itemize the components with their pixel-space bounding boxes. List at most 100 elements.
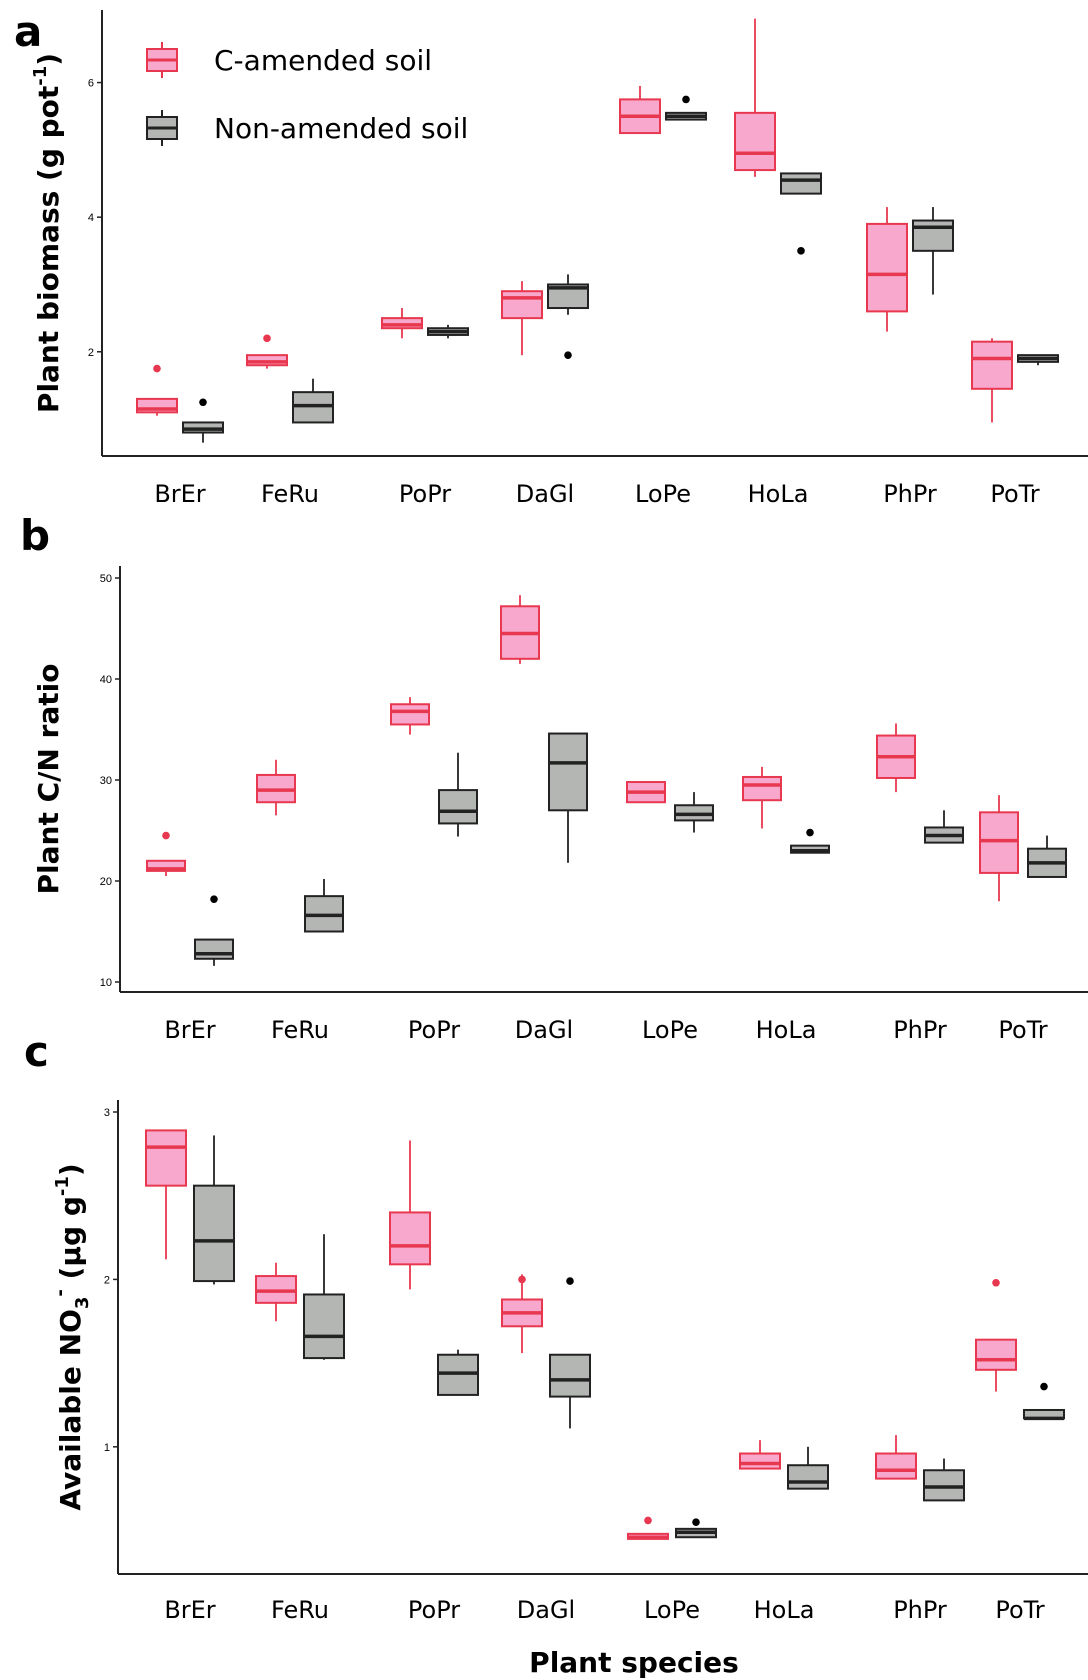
category-label: PhPr [893,1016,947,1044]
panel-letter: c [24,1027,49,1076]
box-body [875,1452,917,1480]
box-body [438,789,478,825]
panel-letter: a [14,7,42,56]
category-label: FeRu [271,1596,329,1624]
box-non-amended [665,95,707,121]
category-label: PhPr [883,480,937,508]
box-c-amended [381,308,423,339]
box-c-amended [875,1435,917,1480]
category-label: LoPe [642,1016,698,1044]
y-tick-label: 20 [100,876,112,888]
category-label: DaGl [515,1016,573,1044]
category-label: LoPe [644,1596,700,1624]
category-label: HoLa [748,480,809,508]
outlier-point [992,1278,1000,1287]
box-c-amended [246,334,288,369]
outlier-point [566,1277,574,1285]
box-non-amended [292,378,334,424]
box-c-amended [876,723,916,793]
y-axis-title: Plant C/N ratio [32,664,65,895]
box-c-amended [256,759,296,816]
box-body [548,732,588,812]
y-axis-title-paren: ) [54,1163,87,1176]
panel-a: a 2 4 6 Plant biomass (g pot-1) BrEr FeRu PoPr D… [14,7,1088,508]
y-tick-label: 6 [88,78,94,90]
box-body [389,1211,431,1266]
box-body [549,1353,591,1398]
box-body [734,111,776,172]
category-label: BrEr [164,1016,215,1044]
box-non-amended [675,1518,717,1539]
box-c-amended [866,207,908,332]
box-body [787,1464,829,1490]
outlier-point [263,334,271,343]
box-c-amended [742,766,782,829]
box-c-amended [627,1516,669,1540]
y-axis-title-text: Available NO [54,1309,87,1511]
y-tick-label: 3 [104,1107,110,1119]
panel-b: b 10 20 30 40 50 Plant C/N ratio BrEr FeRu PoPr Da… [20,511,1088,1044]
box-c-amended [619,85,661,135]
panel-letter: b [20,511,50,560]
box-body [866,222,908,313]
outlier-point [518,1275,526,1284]
box-c-amended [971,338,1013,423]
outlier-point [797,247,805,255]
y-axis-title-text: Plant C/N ratio [32,664,65,895]
box-non-amended [303,1234,345,1360]
box-c-amended [501,1274,543,1354]
y-axis-title: Available NO3- (µg g-1) [50,1163,93,1510]
category-label: PoTr [990,480,1039,508]
box-non-amended [1027,835,1067,878]
category-label: DaGl [516,480,574,508]
y-tick-label: 40 [100,674,112,686]
outlier-point [162,831,170,840]
box-body [547,283,589,310]
box-c-amended [389,1140,431,1290]
box-non-amended [790,828,830,854]
box-non-amended [787,1446,829,1490]
box-non-amended [547,274,589,359]
box-body [975,1338,1017,1371]
box-non-amended [193,1135,235,1285]
box-non-amended [437,1349,479,1396]
legend-label: Non-amended soil [214,112,468,145]
category-label: PoPr [408,1596,460,1624]
y-tick-label: 2 [104,1274,110,1286]
box-c-amended [390,697,430,735]
box-c-amended [136,364,178,416]
box-non-amended [548,732,588,863]
box-body [303,1293,345,1360]
box-c-amended [145,1129,187,1260]
box-c-amended [739,1440,781,1470]
box-non-amended [438,752,478,837]
box-body [193,1184,235,1283]
category-label: PoPr [408,1016,460,1044]
box-body [979,811,1019,874]
y-axis-title-unit-superscript: -1 [52,1176,73,1196]
box-non-amended [780,172,822,255]
outlier-point [692,1518,700,1526]
box-non-amended [549,1277,591,1429]
box-body [912,219,954,252]
outlier-point [806,828,814,837]
category-label: BrEr [164,1596,215,1624]
category-label: BrEr [154,480,205,508]
y-tick-label: 30 [100,775,112,787]
y-axis-title-text: Plant biomass (g pot [32,86,65,413]
y-tick-label: 4 [88,212,94,224]
category-label: PoTr [998,1016,1047,1044]
y-tick-label: 10 [100,977,112,989]
box-non-amended [194,895,234,966]
box-non-amended [1023,1382,1065,1421]
category-label: FeRu [271,1016,329,1044]
box-c-amended [975,1278,1017,1392]
box-c-amended [501,281,543,356]
category-label: PoTr [995,1596,1044,1624]
outlier-point [1040,1382,1048,1391]
y-axis-title: Plant biomass (g pot-1) [30,53,65,413]
y-tick-label: 2 [88,347,94,359]
y-tick-label: 1 [104,1442,110,1454]
